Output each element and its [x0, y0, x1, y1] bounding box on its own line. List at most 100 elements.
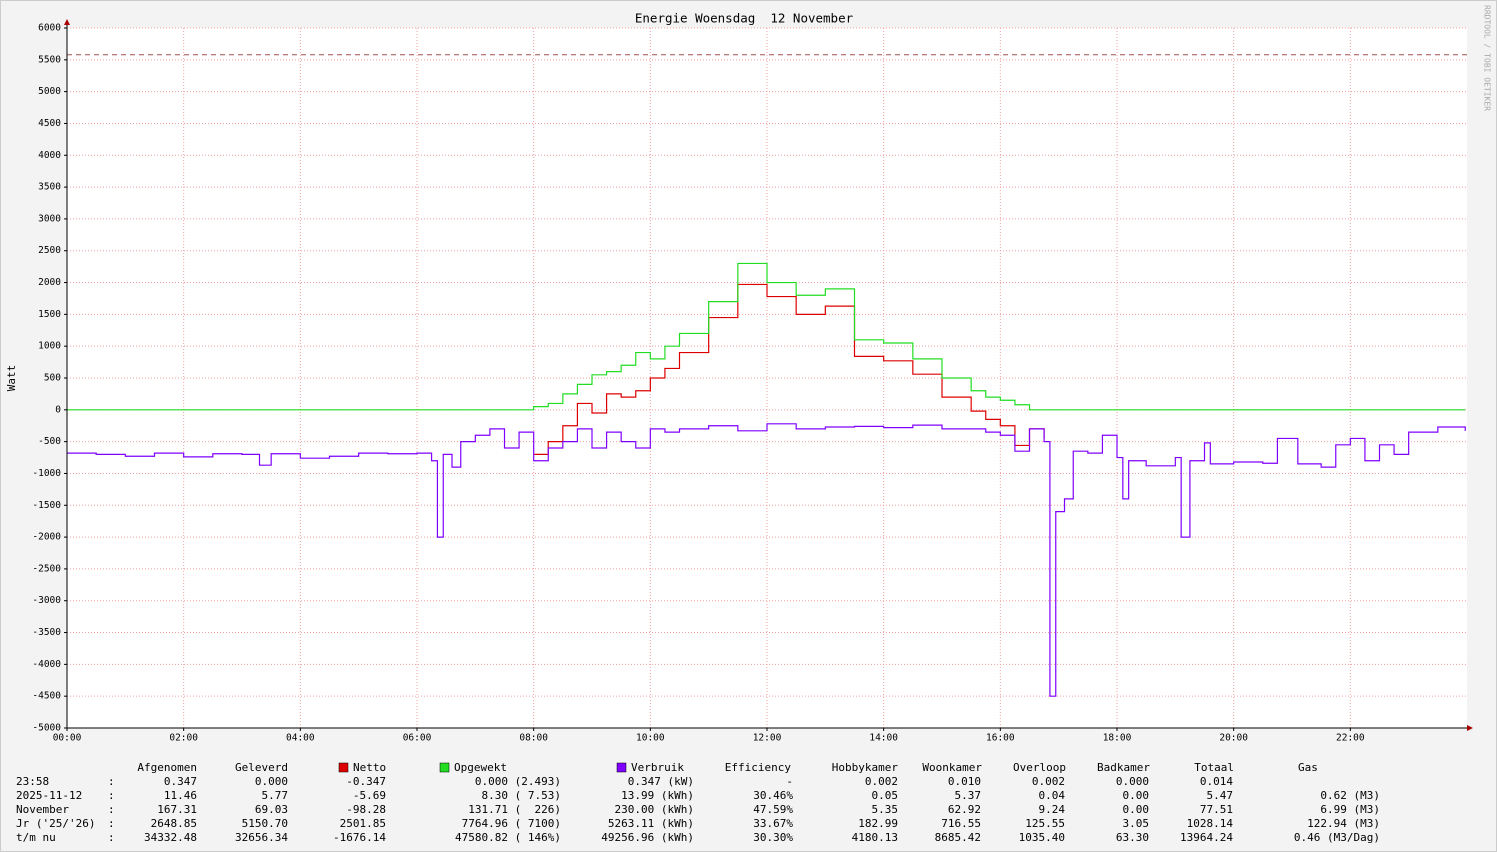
column-header: Hobbykamer	[832, 761, 899, 774]
y-tick-label: 4500	[38, 118, 61, 129]
column-header: Efficiency	[725, 761, 792, 774]
series-line	[67, 423, 1466, 697]
cell: 0.347	[164, 775, 197, 788]
y-tick-label: -1000	[32, 468, 61, 479]
cell: 69.03	[255, 803, 288, 816]
y-tick-label: 3500	[38, 182, 61, 193]
cell: 230.00 (kWh)	[615, 803, 694, 816]
cell: 0.347 (kW)	[628, 775, 694, 788]
cell: 0.010	[948, 775, 981, 788]
y-tick-label: -4500	[32, 691, 61, 702]
column-header: Badkamer	[1097, 761, 1150, 774]
y-arrow	[64, 19, 70, 25]
column-header: Gas	[1298, 761, 1318, 774]
cell: 62.92	[948, 803, 981, 816]
cell: 0.000 (2.493)	[475, 775, 561, 788]
cell: 5.47	[1207, 789, 1234, 802]
legend-label: Opgewekt	[454, 761, 507, 774]
cell: 11.46	[164, 789, 197, 802]
column-header: Afgenomen	[137, 761, 197, 774]
x-tick-label: 18:00	[1103, 733, 1132, 744]
cell: 5.77	[262, 789, 289, 802]
chart-title: Energie Woensdag 12 November	[635, 11, 854, 26]
y-tick-label: -500	[38, 436, 61, 447]
y-tick-label: 2500	[38, 245, 61, 256]
legend-swatch	[338, 762, 349, 773]
x-tick-label: 04:00	[286, 733, 315, 744]
x-tick-label: 08:00	[519, 733, 548, 744]
y-tick-label: 3000	[38, 213, 61, 224]
cell: 0.04	[1039, 789, 1066, 802]
separator: :	[108, 789, 115, 802]
cell: -0.347	[346, 775, 386, 788]
separator: :	[108, 775, 115, 788]
cell: 5263.11 (kWh)	[608, 817, 694, 830]
x-arrow	[1467, 725, 1473, 731]
y-tick-label: 6000	[38, 23, 61, 34]
y-tick-label: 0	[55, 404, 61, 415]
row-label: 23:58	[16, 775, 49, 788]
cell: -5.69	[353, 789, 386, 802]
cell: 5150.70	[242, 817, 288, 830]
x-tick-label: 14:00	[869, 733, 898, 744]
y-tick-label: 1000	[38, 341, 61, 352]
cell: 47.59%	[753, 803, 793, 816]
y-tick-label: -5000	[32, 723, 61, 734]
cell: 4180.13	[852, 831, 898, 844]
column-header: Geleverd	[235, 761, 288, 774]
cell: 63.30	[1116, 831, 1149, 844]
row-label: Jr ('25/'26)	[16, 817, 95, 830]
cell: 13.99 (kWh)	[621, 789, 694, 802]
y-tick-label: -3000	[32, 595, 61, 606]
row-label: 2025-11-12	[16, 789, 82, 802]
y-tick-label: 500	[44, 373, 61, 384]
column-header: Woonkamer	[922, 761, 982, 774]
row-label: November	[16, 803, 69, 816]
x-tick-label: 12:00	[753, 733, 782, 744]
y-tick-label: 4000	[38, 150, 61, 161]
cell: -1676.14	[333, 831, 386, 844]
row-label: t/m nu	[16, 831, 56, 844]
x-tick-label: 16:00	[986, 733, 1015, 744]
cell: 5.35	[872, 803, 899, 816]
separator: :	[108, 817, 115, 830]
cell: 122.94 (M3)	[1307, 817, 1380, 830]
column-header: Totaal	[1194, 761, 1234, 774]
cell: 0.000	[1116, 775, 1149, 788]
cell: 1028.14	[1187, 817, 1234, 830]
cell: 0.000	[255, 775, 288, 788]
cell: 0.002	[1032, 775, 1065, 788]
cell: 47580.82 ( 146%)	[455, 831, 561, 844]
cell: 6.99 (M3)	[1320, 803, 1380, 816]
y-tick-label: -4000	[32, 659, 61, 670]
cell: 182.99	[858, 817, 898, 830]
column-header: Overloop	[1013, 761, 1066, 774]
legend-label: Netto	[353, 761, 386, 774]
cell: -98.28	[346, 803, 386, 816]
legend-swatch	[439, 762, 450, 773]
x-tick-label: 06:00	[403, 733, 432, 744]
cell: 5.37	[955, 789, 982, 802]
y-axis-label: Watt	[5, 365, 18, 392]
y-tick-label: 5000	[38, 86, 61, 97]
cell: 8.30 ( 7.53)	[482, 789, 561, 802]
legend-label: Verbruik	[631, 761, 684, 774]
cell: 7764.96 ( 7100)	[462, 817, 561, 830]
grid: -5000-4500-4000-3500-3000-2500-2000-1500…	[32, 23, 1467, 744]
y-tick-label: 1500	[38, 309, 61, 320]
x-tick-label: 00:00	[53, 733, 82, 744]
x-tick-label: 20:00	[1219, 733, 1248, 744]
cell: 0.014	[1200, 775, 1233, 788]
cell: -	[786, 775, 793, 788]
x-tick-label: 22:00	[1336, 733, 1365, 744]
series-line	[533, 283, 1045, 455]
stats-table: Afgenomen Geleverd Netto Opgewekt Verbruik Ef…	[16, 761, 1380, 844]
y-tick-label: -3500	[32, 627, 61, 638]
y-tick-label: -2000	[32, 532, 61, 543]
y-tick-label: -1500	[32, 500, 61, 511]
cell: 77.51	[1200, 803, 1233, 816]
legend-swatch	[616, 762, 627, 773]
